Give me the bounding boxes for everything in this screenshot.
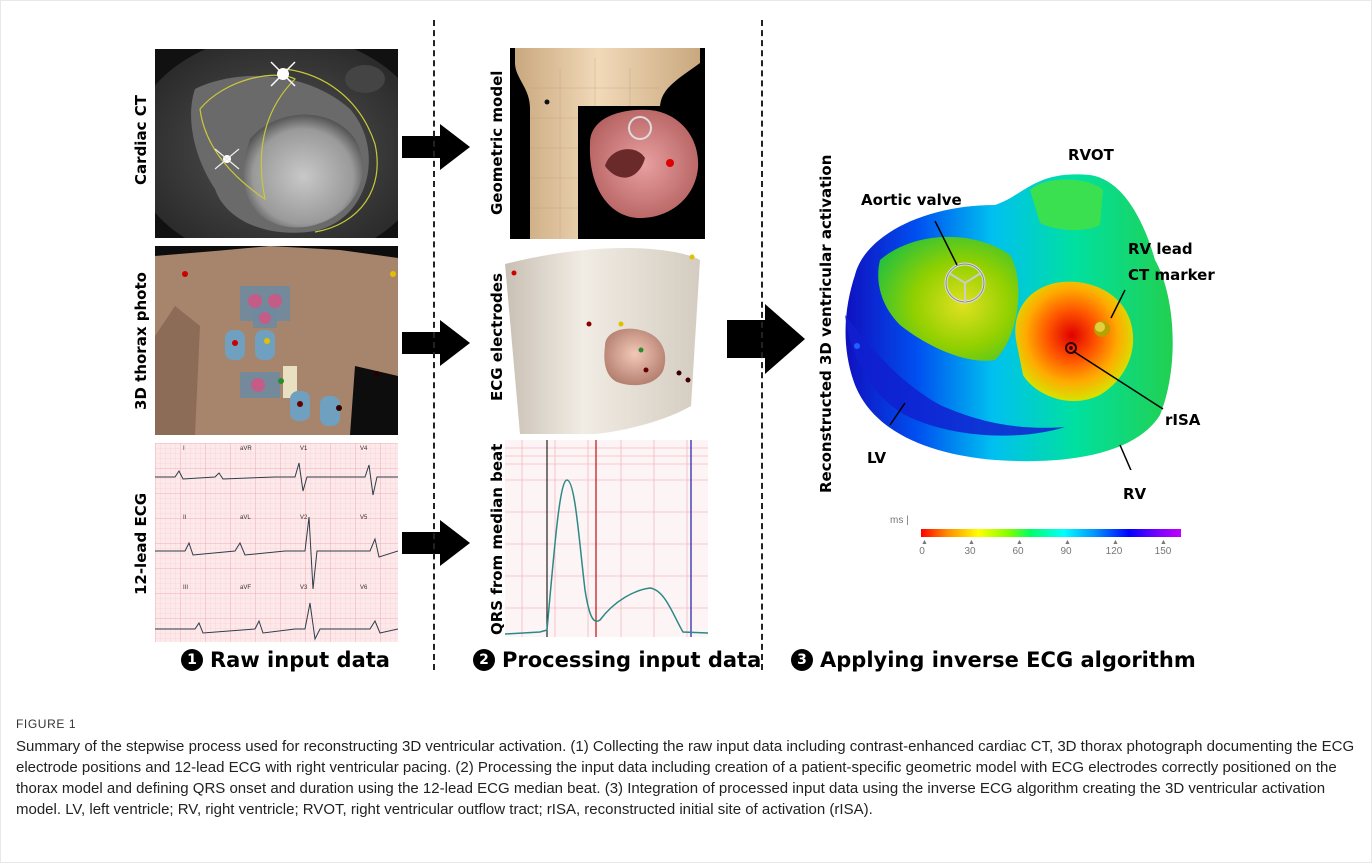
label-lv: LV [867, 449, 887, 467]
label-risa: rISA [1165, 411, 1201, 429]
scale-tick-30: 30 [964, 546, 976, 557]
ecg-lead-label-V6: V6 [360, 585, 368, 591]
qrs-median-beat-label: QRS from median beat [488, 443, 506, 635]
tick-mark: ▲ [921, 539, 928, 546]
ecg-lead-label-V4: V4 [360, 446, 368, 452]
ecg-label: 12-lead ECG [132, 492, 150, 596]
arrow-right-icon [402, 320, 470, 366]
ecg-lead-label-V1: V1 [300, 446, 308, 452]
ecg-lead-label-aVF: aVF [240, 585, 252, 591]
tick-mark: ▲ [1160, 539, 1167, 546]
ecg-lead-label-II: II [183, 515, 187, 521]
color-scale-tick-marks: ▲ ▲ ▲ ▲ ▲ ▲ [921, 539, 1181, 546]
scale-tick-0: 0 [919, 546, 925, 557]
tick-mark: ▲ [968, 539, 975, 546]
cardiac-ct-image [155, 49, 398, 238]
label-rvot: RVOT [1068, 146, 1114, 164]
step-number-badge: 2 [473, 649, 495, 671]
step-number-badge: 3 [791, 649, 813, 671]
qrs-median-beat-image [505, 440, 708, 637]
ecg-lead-label-aVR: aVR [240, 446, 252, 452]
activation-map-heart [845, 165, 1185, 470]
scale-tick-150: 150 [1154, 546, 1172, 557]
ecg-12-lead-image: I aVR V1 V4 II aVL V2 V5 III aVF V3 V6 [155, 443, 398, 642]
label-ct-marker: CT marker [1128, 266, 1215, 284]
step-title-text: Processing input data [502, 648, 762, 672]
reconstructed-activation-label: Reconstructed 3D ventricular activation [817, 154, 835, 493]
step-3-title: 3 Applying inverse ECG algorithm [791, 643, 1196, 677]
step-number-badge: 1 [181, 649, 203, 671]
geometric-model-label: Geometric model [488, 70, 506, 215]
ecg-lead-label-V2: V2 [300, 515, 308, 521]
arrow-right-icon [402, 520, 470, 566]
label-rv: RV [1123, 485, 1147, 503]
color-scale-bar [921, 529, 1181, 537]
ecg-lead-label-I: I [183, 446, 185, 452]
ecg-electrodes-image [505, 246, 706, 436]
thorax-photo-label: 3D thorax photo [132, 272, 150, 410]
scale-tick-120: 120 [1105, 546, 1123, 557]
scale-tick-60: 60 [1012, 546, 1024, 557]
column-divider [433, 20, 435, 670]
ecg-lead-label-III: III [183, 585, 189, 591]
tick-mark: ▲ [1112, 539, 1119, 546]
ecg-electrodes-label: ECG electrodes [488, 273, 506, 401]
step-2-title: 2 Processing input data [473, 643, 761, 677]
step-title-text: Applying inverse ECG algorithm [820, 648, 1196, 672]
thorax-photo-image [155, 246, 398, 435]
ecg-lead-label-aVL: aVL [240, 515, 251, 521]
cardiac-ct-label: Cardiac CT [132, 95, 150, 185]
color-scale-unit: ms | [890, 515, 909, 526]
ecg-lead-label-V3: V3 [300, 585, 308, 591]
arrow-right-icon [402, 124, 470, 170]
arrow-right-icon [727, 304, 805, 374]
label-rv-lead: RV lead [1128, 240, 1193, 258]
step-1-title: 1 Raw input data [181, 643, 390, 677]
ecg-lead-label-V5: V5 [360, 515, 368, 521]
column-divider [761, 20, 763, 670]
geometric-model-image [510, 48, 705, 239]
step-title-text: Raw input data [210, 648, 390, 672]
tick-mark: ▲ [1064, 539, 1071, 546]
figure-caption: Summary of the stepwise process used for… [16, 738, 1355, 818]
figure-label: FIGURE 1 [16, 717, 77, 731]
tick-mark: ▲ [1016, 539, 1023, 546]
label-aortic-valve: Aortic valve [861, 191, 962, 209]
scale-tick-90: 90 [1060, 546, 1072, 557]
